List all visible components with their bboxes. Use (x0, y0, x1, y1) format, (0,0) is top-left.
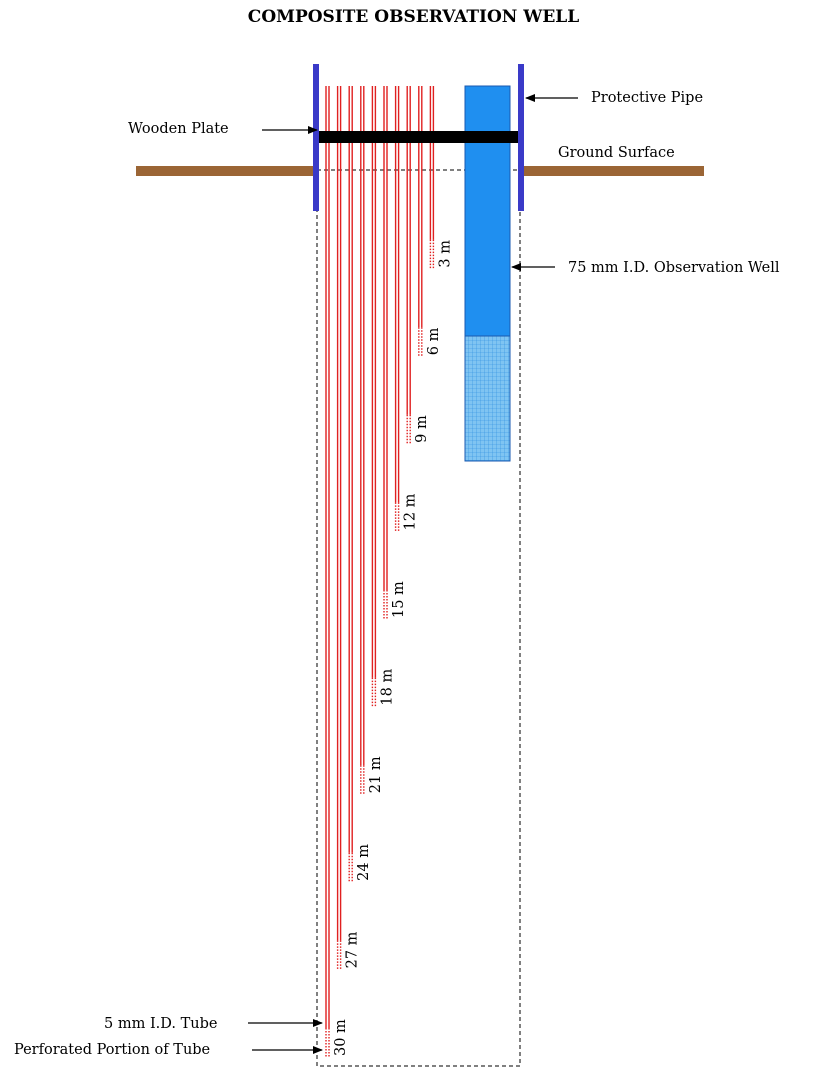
piezometer-tubes: 30 m 27 m 24 m 21 m 18 m 15 m 12 m 9 m 6 m 3 m (325, 86, 453, 1058)
tube-depth-label: 15 m (391, 581, 407, 618)
protective-pipe-label: Protective Pipe (591, 90, 703, 106)
protective-pipe-left (313, 64, 319, 211)
tube-depth-label: 12 m (403, 493, 419, 530)
tube-30m: 30 m (325, 86, 349, 1058)
tube-depth-label: 9 m (414, 415, 430, 443)
tube-label: 5 mm I.D. Tube (104, 1016, 217, 1032)
tube-depth-label: 6 m (426, 327, 442, 355)
tube-21m: 21 m (360, 86, 384, 796)
tube-27m: 27 m (336, 86, 361, 971)
wooden-plate (319, 131, 518, 143)
tube-depth-label: 30 m (333, 1019, 349, 1056)
tube-depth-label: 27 m (345, 931, 361, 968)
observation-well-screen (464, 335, 511, 462)
tube-depth-label: 18 m (379, 669, 395, 706)
tube-depth-label: 3 m (437, 240, 453, 268)
observation-well-label: 75 mm I.D. Observation Well (568, 260, 780, 276)
wooden-plate-label: Wooden Plate (128, 121, 229, 137)
perforated-portion-label: Perforated Portion of Tube (14, 1042, 210, 1058)
tube-15m: 15 m (383, 86, 407, 620)
observation-well-casing (464, 85, 511, 337)
ground-surface-left (136, 166, 316, 176)
ground-surface-label: Ground Surface (558, 145, 675, 161)
tube-depth-label: 24 m (356, 844, 372, 881)
tube-3m: 3 m (429, 86, 453, 270)
diagram-title: COMPOSITE OBSERVATION WELL (247, 7, 580, 27)
tube-18m: 18 m (371, 86, 395, 708)
ground-surface-right (522, 166, 704, 176)
tube-depth-label: 21 m (368, 756, 384, 793)
protective-pipe-right (518, 64, 524, 211)
tube-24m: 24 m (348, 86, 372, 883)
tube-12m: 12 m (394, 86, 419, 533)
tube-6m: 6 m (418, 86, 442, 358)
